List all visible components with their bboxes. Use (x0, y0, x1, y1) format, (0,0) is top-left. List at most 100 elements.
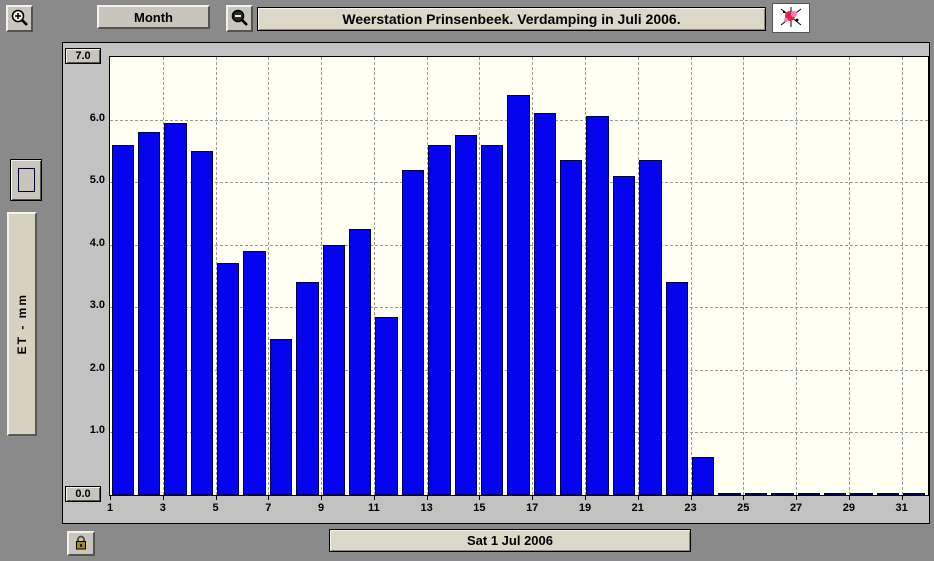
bar-day-29 (850, 493, 873, 495)
x-tick-label: 11 (368, 502, 380, 514)
x-tick-mark (690, 496, 692, 500)
bar-day-9 (322, 245, 345, 495)
legend-series-selector[interactable] (10, 159, 42, 201)
y-axis-label-panel: ET - mm (7, 212, 37, 436)
plot-area[interactable] (109, 56, 929, 496)
bar-day-15 (480, 145, 504, 495)
gridline-vertical (479, 57, 481, 495)
paint-splash-button[interactable] (772, 3, 810, 33)
x-tick-mark (215, 496, 217, 500)
padlock-icon (73, 534, 89, 554)
zoom-in-button[interactable] (6, 5, 33, 32)
month-button-label: Month (134, 9, 173, 25)
month-button[interactable]: Month (97, 5, 210, 29)
zoom-in-icon (10, 8, 29, 30)
bar-day-2 (137, 132, 161, 495)
gridline-vertical (637, 57, 639, 495)
x-tick-mark (637, 496, 639, 500)
bar-day-1 (111, 145, 134, 495)
bar-day-28 (823, 493, 847, 495)
x-tick-mark (479, 496, 481, 500)
x-tick-mark (796, 496, 798, 500)
paint-splash-icon (777, 5, 805, 32)
x-tick-label: 3 (159, 502, 166, 514)
x-tick-mark (268, 496, 270, 500)
bar-day-19 (586, 116, 609, 495)
legend-color-swatch (17, 168, 35, 192)
x-tick-label: 17 (526, 502, 539, 514)
bar-day-23 (692, 457, 715, 495)
gridline-vertical (426, 57, 428, 495)
x-tick-label: 1 (106, 502, 114, 514)
x-tick-label: 25 (737, 502, 750, 514)
gridline-vertical (532, 57, 534, 495)
gridline-vertical (268, 57, 270, 495)
bar-day-10 (348, 229, 372, 495)
x-tick-label: 31 (895, 502, 908, 514)
x-tick-mark (426, 496, 428, 500)
gridline-vertical (690, 57, 692, 495)
zoom-out-button[interactable] (226, 5, 253, 32)
bar-day-5 (217, 263, 240, 495)
gridline-vertical (321, 57, 323, 495)
bar-day-21 (639, 160, 662, 495)
y-tick-label: 5.0 (89, 174, 105, 187)
bar-day-3 (164, 123, 187, 495)
x-tick-label: 19 (578, 502, 592, 514)
bar-day-18 (560, 160, 583, 495)
zoom-out-icon (230, 8, 249, 30)
x-tick-mark (110, 496, 111, 500)
date-label: Sat 1 Jul 2006 (467, 533, 553, 548)
bar-day-31 (903, 493, 926, 495)
bar-day-14 (454, 135, 477, 495)
bar-day-17 (533, 113, 557, 495)
y-axis-min-box[interactable]: 0.0 (65, 486, 101, 502)
x-tick-label: 13 (420, 502, 433, 514)
bar-day-24 (718, 493, 741, 495)
bar-day-8 (296, 282, 319, 495)
chart-container: 7.0 0.0 1.0 2.0 3.0 4.0 5.0 6.0 1 3 5 7 9 11 13 15 17 1… (62, 42, 930, 524)
bar-day-27 (797, 493, 820, 495)
gridline-vertical (796, 57, 798, 495)
gridline-vertical (215, 57, 217, 495)
y-tick-label: 4.0 (89, 236, 105, 249)
x-tick-label: 29 (842, 502, 855, 514)
x-tick-mark (901, 496, 903, 500)
x-tick-mark (162, 496, 164, 500)
bar-day-30 (876, 493, 900, 495)
gridline-vertical (373, 57, 375, 495)
gridline-vertical (848, 57, 850, 495)
x-tick-label: 15 (473, 502, 486, 514)
date-status-bar: Sat 1 Jul 2006 (329, 529, 691, 552)
x-tick-mark (848, 496, 850, 500)
gridline-vertical (901, 57, 903, 495)
x-tick-label: 7 (265, 502, 272, 514)
x-tick-label: 9 (318, 502, 325, 514)
chart-title-bar: Weerstation Prinsenbeek. Verdamping in J… (257, 7, 766, 31)
y-tick-label: 2.0 (89, 361, 105, 374)
bar-day-6 (243, 251, 266, 495)
bar-day-16 (507, 95, 530, 495)
gridline-vertical (162, 57, 164, 495)
lock-button[interactable] (67, 531, 95, 556)
bar-day-13 (428, 145, 451, 495)
x-tick-mark (321, 496, 323, 500)
bar-day-20 (612, 176, 636, 495)
x-tick-label: 5 (212, 502, 219, 514)
bar-day-4 (190, 151, 214, 495)
bar-day-11 (375, 317, 398, 495)
y-axis-max-box[interactable]: 7.0 (65, 48, 101, 64)
bar-day-22 (665, 282, 688, 495)
y-tick-label: 6.0 (89, 111, 105, 124)
x-tick-label: 27 (789, 502, 803, 514)
x-tick-mark (373, 496, 375, 500)
bar-day-7 (269, 339, 293, 495)
y-tick-label: 1.0 (89, 424, 105, 437)
x-tick-mark (532, 496, 534, 500)
bar-day-26 (771, 493, 794, 495)
x-tick-mark (743, 496, 745, 500)
x-tick-mark (584, 496, 586, 500)
gridline-vertical (743, 57, 745, 495)
x-tick-label: 23 (684, 502, 697, 514)
